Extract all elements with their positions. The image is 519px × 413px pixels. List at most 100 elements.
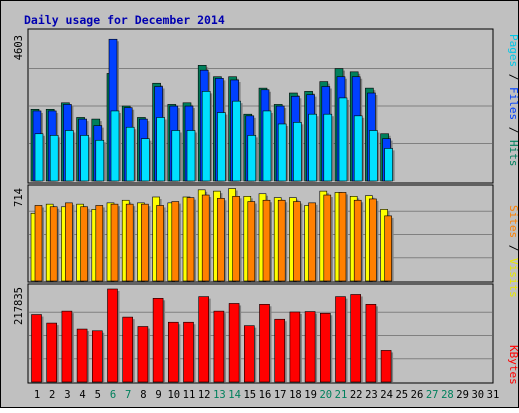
legend-sites: Sites bbox=[507, 205, 519, 238]
bar-sites-20 bbox=[323, 194, 332, 282]
bar-sites-14 bbox=[232, 196, 240, 282]
bar-sites-16 bbox=[262, 199, 271, 282]
bar-sites-15 bbox=[247, 201, 256, 282]
x-tick-label-30: 30 bbox=[471, 389, 484, 401]
bar-pages-3 bbox=[65, 130, 74, 182]
x-tick-label-14: 14 bbox=[228, 389, 241, 401]
x-tick-label-5: 5 bbox=[95, 389, 101, 401]
bar-sites-24 bbox=[384, 215, 392, 282]
bar-sites-23 bbox=[369, 198, 377, 282]
bar-pages-5 bbox=[95, 139, 105, 182]
bar-kbytes-3 bbox=[61, 310, 73, 383]
legend-visits: Visits bbox=[507, 258, 519, 298]
bar-kbytes-5 bbox=[92, 330, 103, 383]
bar-sites-4 bbox=[80, 206, 88, 282]
x-tick-label-7: 7 bbox=[125, 389, 131, 401]
x-tick-label-10: 10 bbox=[167, 389, 180, 401]
x-tick-label-23: 23 bbox=[365, 389, 378, 401]
bar-sites-9 bbox=[156, 205, 164, 282]
bar-pages-1 bbox=[34, 133, 44, 182]
bar-pages-7 bbox=[125, 126, 135, 182]
x-tick-label-1: 1 bbox=[34, 389, 40, 401]
bar-pages-10 bbox=[171, 130, 181, 182]
x-tick-label-16: 16 bbox=[259, 389, 272, 401]
x-tick-label-25: 25 bbox=[395, 389, 408, 401]
bar-sites-8 bbox=[141, 203, 149, 282]
bar-pages-11 bbox=[186, 130, 196, 182]
bar-pages-24 bbox=[384, 148, 393, 182]
bar-pages-16 bbox=[262, 110, 272, 182]
legend-panel-1: Pages / Files / Hits bbox=[507, 34, 519, 167]
x-tick-label-12: 12 bbox=[198, 389, 211, 401]
bar-pages-2 bbox=[49, 135, 59, 182]
legend-hits: Hits bbox=[507, 140, 519, 167]
bar-sites-2 bbox=[49, 206, 58, 282]
bar-sites-10 bbox=[171, 201, 180, 282]
bar-kbytes-6 bbox=[107, 288, 118, 383]
bar-sites-6 bbox=[110, 203, 119, 282]
legend-kbytes: KBytes bbox=[507, 345, 519, 385]
x-tick-label-28: 28 bbox=[441, 389, 454, 401]
bar-pages-8 bbox=[141, 138, 150, 182]
bar-sites-21 bbox=[338, 192, 347, 282]
bar-kbytes-23 bbox=[365, 303, 377, 383]
x-tick-label-31: 31 bbox=[487, 389, 500, 401]
bar-pages-14 bbox=[232, 100, 241, 182]
bar-kbytes-11 bbox=[183, 321, 194, 383]
bar-sites-17 bbox=[277, 199, 286, 282]
bar-pages-9 bbox=[156, 117, 165, 182]
bar-sites-18 bbox=[293, 201, 301, 282]
bar-kbytes-4 bbox=[76, 328, 88, 383]
bar-sites-7 bbox=[125, 203, 134, 282]
bar-kbytes-16 bbox=[259, 303, 270, 383]
x-tick-label-13: 13 bbox=[213, 389, 226, 401]
bar-sites-5 bbox=[95, 205, 104, 282]
legend-panel-2: Sites / Visits bbox=[507, 205, 519, 298]
x-tick-label-3: 3 bbox=[64, 389, 70, 401]
bar-kbytes-8 bbox=[137, 326, 149, 383]
bar-kbytes-13 bbox=[213, 310, 225, 383]
bar-kbytes-22 bbox=[350, 294, 362, 383]
bar-sites-11 bbox=[186, 197, 195, 282]
x-tick-label-27: 27 bbox=[426, 389, 439, 401]
bar-sites-19 bbox=[308, 202, 316, 282]
bar-kbytes-17 bbox=[274, 318, 286, 383]
bar-kbytes-19 bbox=[304, 311, 316, 383]
bar-pages-12 bbox=[201, 91, 211, 182]
x-tick-label-4: 4 bbox=[79, 389, 85, 401]
x-tick-label-15: 15 bbox=[243, 389, 256, 401]
bar-kbytes-14 bbox=[228, 303, 240, 383]
x-tick-label-29: 29 bbox=[456, 389, 469, 401]
bar-pages-15 bbox=[247, 135, 257, 182]
x-tick-label-17: 17 bbox=[274, 389, 287, 401]
bar-pages-23 bbox=[369, 130, 378, 182]
x-tick-label-18: 18 bbox=[289, 389, 302, 401]
panel-3-ymax-label: 217835 bbox=[13, 287, 25, 325]
x-tick-label-20: 20 bbox=[319, 389, 332, 401]
panel-2-ymax-label: 714 bbox=[13, 188, 25, 207]
legend-files: Files bbox=[507, 87, 519, 120]
bar-sites-1 bbox=[34, 205, 43, 282]
x-tick-label-9: 9 bbox=[155, 389, 161, 401]
bar-sites-13 bbox=[217, 197, 225, 282]
bar-pages-19 bbox=[308, 113, 317, 182]
legend-pages: Pages bbox=[507, 34, 519, 67]
bar-kbytes-10 bbox=[168, 321, 179, 383]
bar-kbytes-21 bbox=[335, 296, 346, 383]
x-tick-label-21: 21 bbox=[335, 389, 348, 401]
x-tick-label-6: 6 bbox=[110, 389, 116, 401]
bar-kbytes-1 bbox=[31, 314, 42, 383]
bar-kbytes-20 bbox=[319, 312, 331, 383]
bar-pages-21 bbox=[338, 97, 348, 182]
bar-sites-22 bbox=[353, 199, 362, 282]
x-tick-label-22: 22 bbox=[350, 389, 363, 401]
x-tick-label-8: 8 bbox=[140, 389, 146, 401]
x-tick-label-19: 19 bbox=[304, 389, 317, 401]
bar-kbytes-18 bbox=[289, 311, 301, 383]
bar-kbytes-24 bbox=[380, 350, 392, 383]
bar-pages-6 bbox=[110, 110, 120, 182]
bar-pages-13 bbox=[217, 112, 226, 182]
bar-kbytes-9 bbox=[152, 298, 164, 383]
